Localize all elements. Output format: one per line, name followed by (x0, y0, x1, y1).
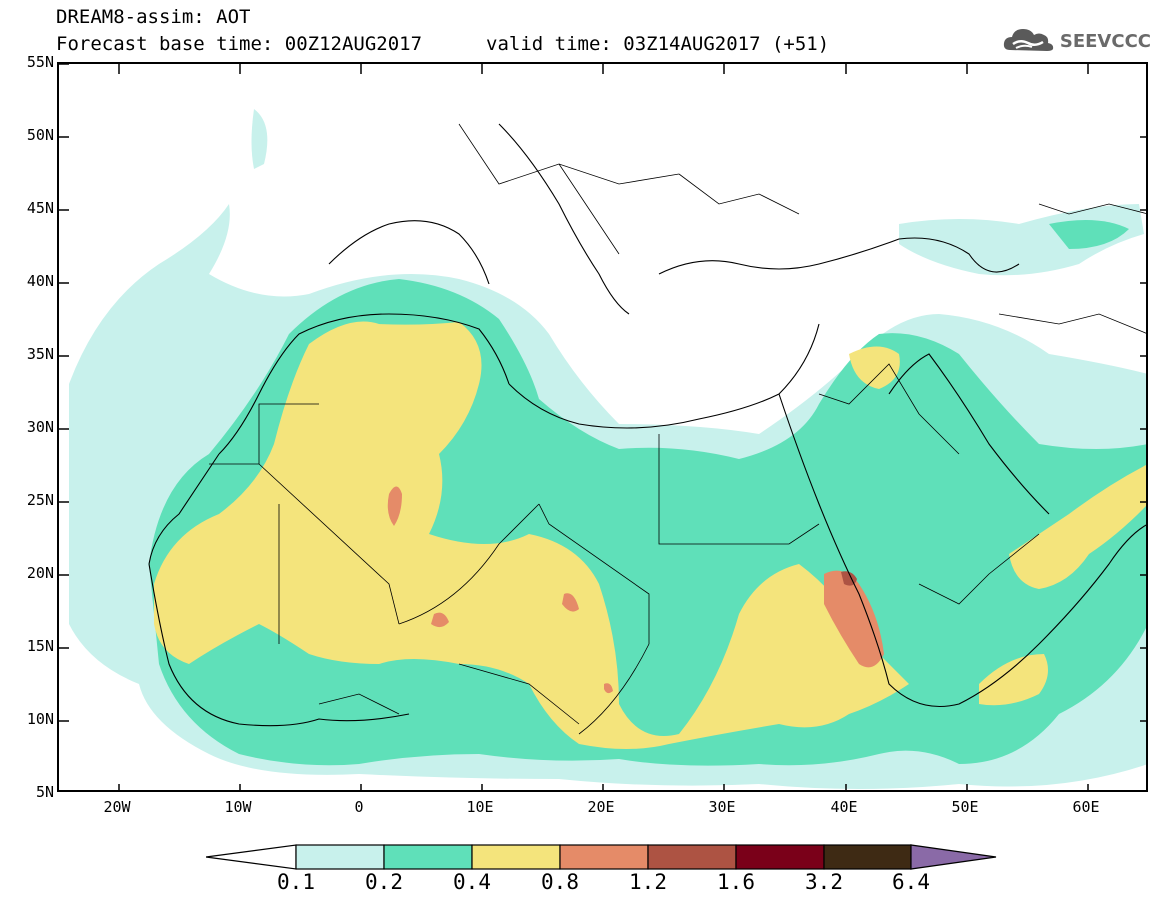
lat-label: 20N (26, 564, 54, 582)
colorbar-label: 0.4 (453, 870, 491, 894)
cloud-icon (1002, 24, 1056, 58)
colorbar-segment (295, 844, 385, 870)
base-time: Forecast base time: 00Z12AUG2017 (56, 33, 423, 55)
lon-label: 60E (1072, 798, 1100, 816)
seevccc-logo: SEEVCCC (1002, 24, 1151, 58)
lon-label: 30E (708, 798, 736, 816)
logo-text: SEEVCCC (1059, 30, 1151, 52)
colorbar-label: 0.1 (277, 870, 315, 894)
lat-label: 35N (26, 345, 54, 363)
colorbar-segment (735, 844, 825, 870)
colorbar-label: 0.8 (541, 870, 579, 894)
colorbar-label: 6.4 (892, 870, 930, 894)
lat-label: 40N (26, 272, 54, 290)
lat-label: 10N (26, 710, 54, 728)
map-title: DREAM8-assim: AOT (56, 6, 251, 28)
colorbar-label: 3.2 (805, 870, 843, 894)
lon-label: 50E (951, 798, 979, 816)
coastlines (148, 123, 1146, 727)
lat-label: 15N (26, 637, 54, 655)
lon-label: 0 (354, 798, 364, 816)
colorbar-label: 0.2 (365, 870, 403, 894)
valid-time: valid time: 03Z14AUG2017 (+51) (486, 33, 830, 55)
colorbar-segment (910, 844, 997, 870)
lat-label: 25N (26, 491, 54, 509)
lon-label: 20W (103, 798, 131, 816)
colorbar-segment (471, 844, 561, 870)
lat-label: 30N (26, 418, 54, 436)
colorbar-label: 1.2 (629, 870, 667, 894)
colorbar (205, 842, 1001, 876)
lat-label: 5N (35, 783, 54, 801)
lon-label: 20E (587, 798, 615, 816)
aot-map (57, 62, 1148, 792)
lon-label: 40E (830, 798, 858, 816)
forecast-times: Forecast base time: 00Z12AUG2017 valid ti… (56, 33, 829, 55)
lon-label: 10E (466, 798, 494, 816)
lon-label: 10W (224, 798, 252, 816)
lat-label: 45N (26, 199, 54, 217)
lat-label: 50N (26, 126, 54, 144)
aot-field-0.4 (154, 321, 1146, 749)
colorbar-segment (823, 844, 912, 870)
colorbar-label: 1.6 (717, 870, 755, 894)
map-ticks (59, 64, 1146, 790)
lat-label: 55N (26, 53, 54, 71)
colorbar-segment (205, 844, 297, 870)
aot-field-0.8 (387, 486, 884, 694)
country-borders (209, 123, 1146, 735)
colorbar-segment (647, 844, 737, 870)
colorbar-segment (559, 844, 649, 870)
colorbar-segment (383, 844, 473, 870)
